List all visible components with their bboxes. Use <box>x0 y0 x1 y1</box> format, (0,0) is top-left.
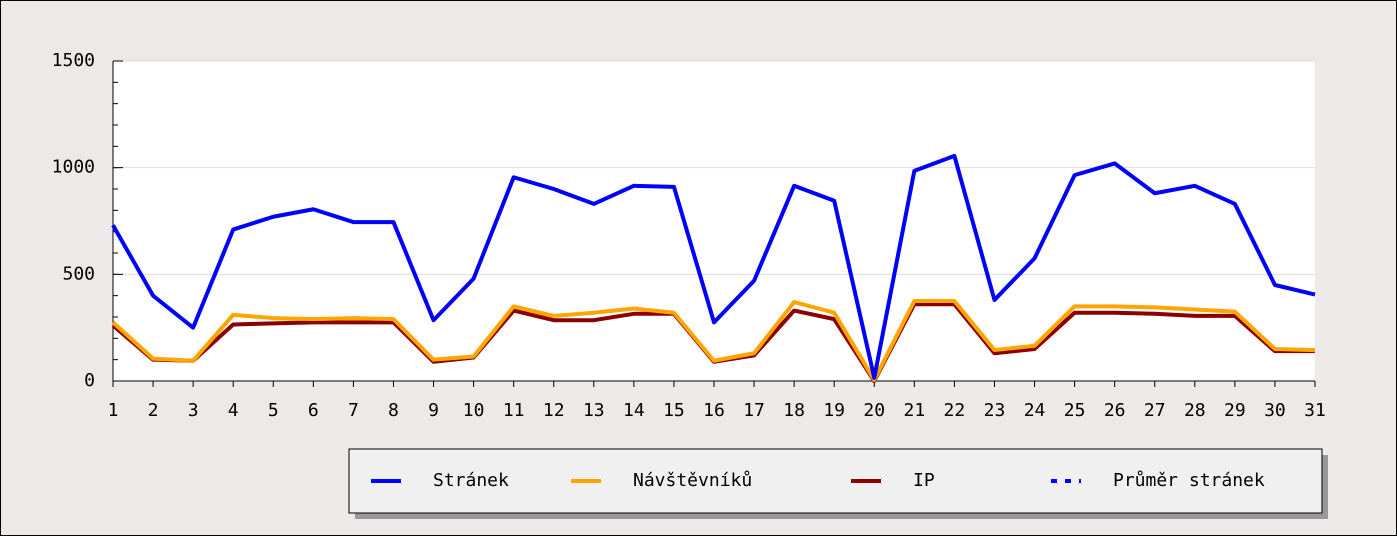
x-tick-label: 18 <box>783 400 805 421</box>
x-tick-label: 13 <box>583 400 605 421</box>
x-tick-label: 26 <box>1104 400 1126 421</box>
legend-label: Průměr stránek <box>1113 470 1265 491</box>
x-tick-label: 29 <box>1224 400 1246 421</box>
x-tick-label: 8 <box>388 400 399 421</box>
plot-area <box>113 61 1315 381</box>
x-tick-label: 15 <box>663 400 685 421</box>
x-tick-label: 19 <box>823 400 845 421</box>
y-tick-label: 1500 <box>52 50 95 71</box>
x-tick-label: 30 <box>1264 400 1286 421</box>
x-tick-label: 25 <box>1064 400 1086 421</box>
legend <box>348 448 1323 514</box>
x-tick-label: 24 <box>1024 400 1046 421</box>
x-tick-label: 22 <box>944 400 966 421</box>
x-tick-label: 21 <box>903 400 925 421</box>
series-line <box>111 153 1316 380</box>
legend-label: IP <box>913 470 935 491</box>
y-tick-label: 1000 <box>52 157 95 178</box>
x-tick-label: 1 <box>108 400 119 421</box>
x-tick-label: 20 <box>863 400 885 421</box>
x-tick-label: 10 <box>463 400 485 421</box>
x-tick-label: 12 <box>543 400 565 421</box>
series-line <box>111 299 1316 382</box>
legend-label: Návštěvníků <box>633 470 752 491</box>
x-tick-label: 11 <box>503 400 525 421</box>
x-tick-label: 31 <box>1304 400 1326 421</box>
x-tick-label: 6 <box>308 400 319 421</box>
x-tick-label: 17 <box>743 400 765 421</box>
x-tick-label: 23 <box>984 400 1006 421</box>
x-tick-label: 2 <box>148 400 159 421</box>
x-tick-label: 3 <box>188 400 199 421</box>
x-tick-label: 14 <box>623 400 645 421</box>
x-tick-label: 27 <box>1144 400 1166 421</box>
x-tick-label: 16 <box>703 400 725 421</box>
x-tick-label: 5 <box>268 400 279 421</box>
x-tick-label: 28 <box>1184 400 1206 421</box>
legend-label: Stránek <box>433 470 509 491</box>
y-tick-label: 0 <box>84 370 95 391</box>
y-tick-label: 500 <box>62 263 95 284</box>
x-tick-label: 4 <box>228 400 239 421</box>
x-tick-label: 9 <box>428 400 439 421</box>
x-tick-label: 7 <box>348 400 359 421</box>
